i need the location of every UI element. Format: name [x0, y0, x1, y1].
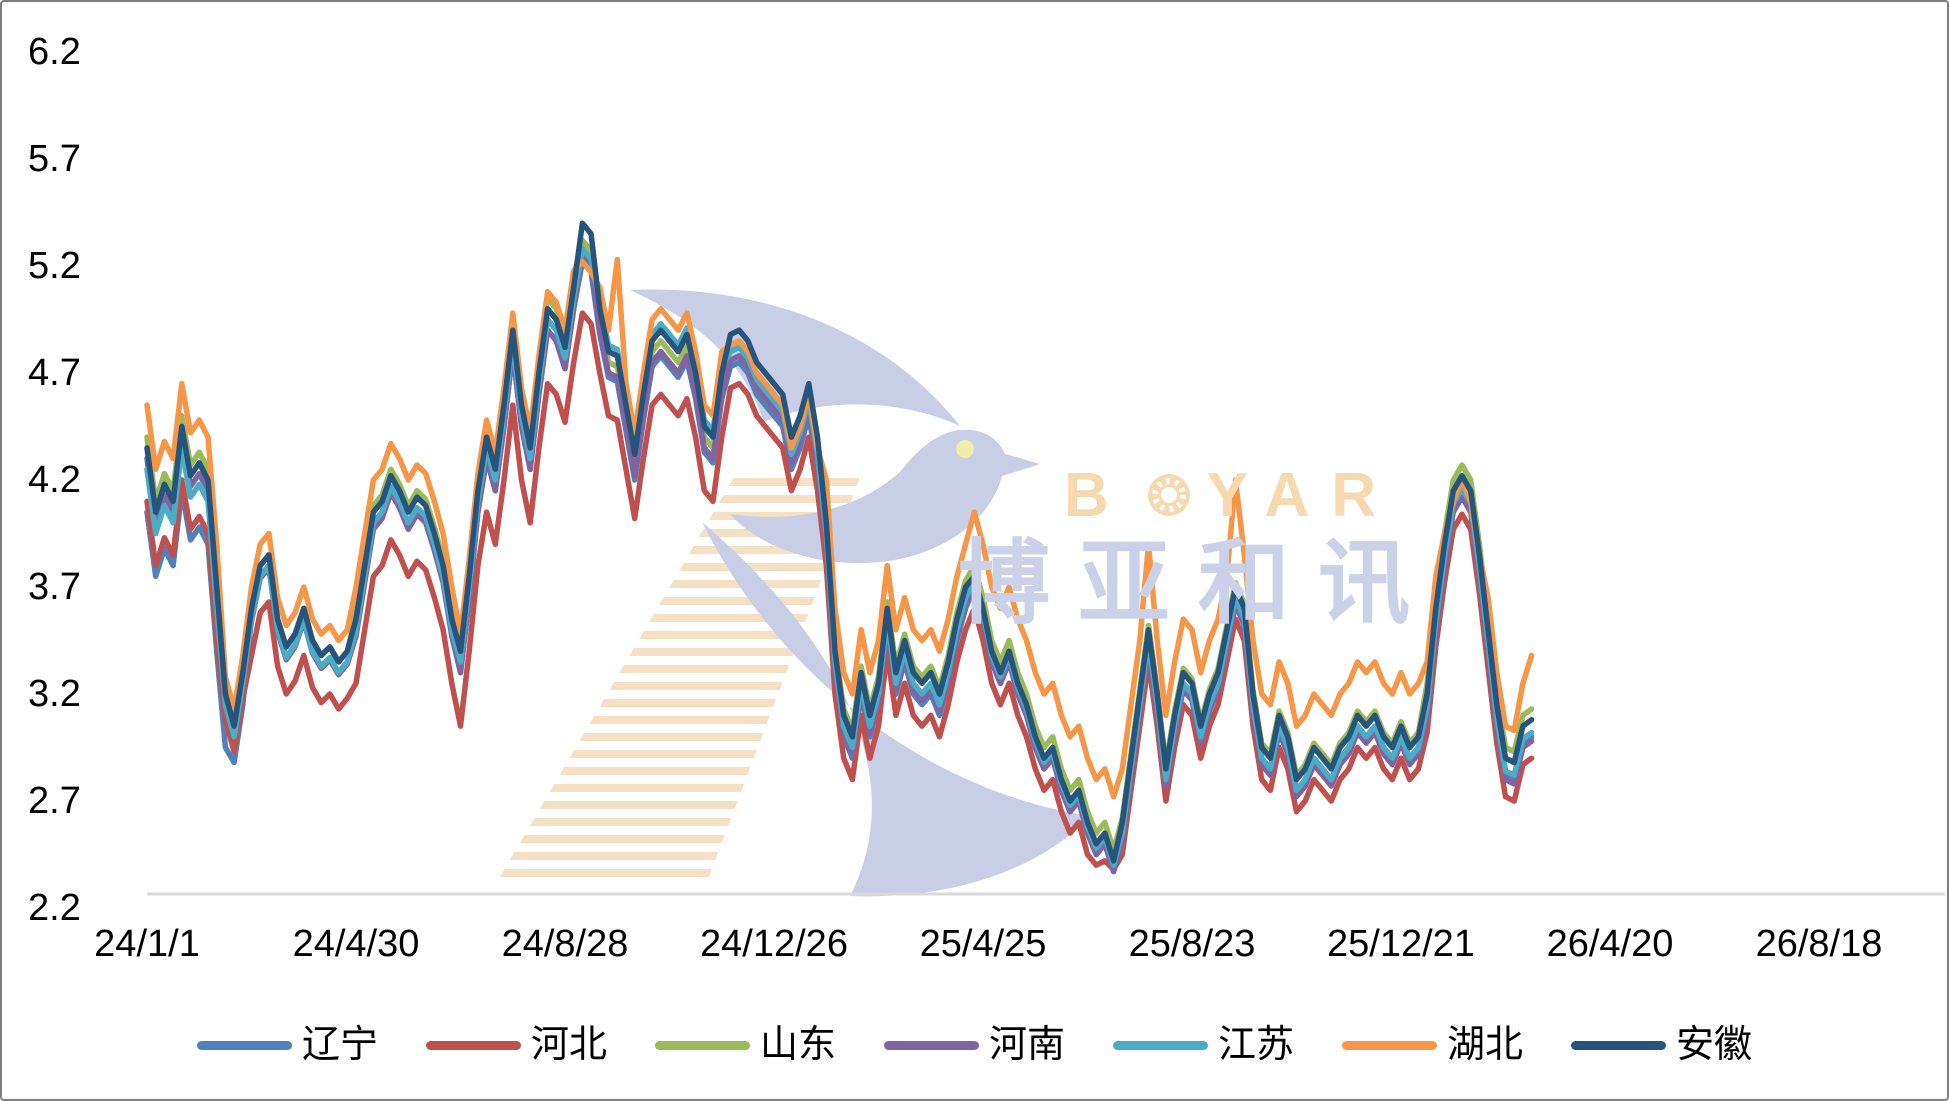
y-tick-label: 6.2 — [28, 31, 81, 73]
legend-item-shandong: 山东 — [654, 1023, 836, 1067]
y-tick-label: 3.7 — [28, 566, 81, 608]
brand-letter-b: B — [1064, 460, 1131, 530]
x-tick-label: 25/12/21 — [1327, 923, 1475, 965]
legend-item-anhui: 安徽 — [1571, 1023, 1752, 1067]
y-tick-label: 2.7 — [28, 780, 81, 822]
x-tick-label: 26/4/20 — [1546, 923, 1674, 965]
x-tick-label: 24/8/28 — [501, 923, 629, 965]
legend-label: 河北 — [530, 1024, 607, 1066]
legend-label: 湖北 — [1447, 1024, 1524, 1066]
series-line-安徽 — [144, 220, 1535, 864]
x-tick-label: 24/12/26 — [700, 923, 848, 965]
watermark-group — [497, 289, 1090, 897]
x-tick-label: 24/1/1 — [94, 923, 200, 965]
y-tick-label: 2.2 — [28, 887, 81, 929]
legend-item-jiangsu: 江苏 — [1113, 1023, 1294, 1067]
legend-swatch-icon — [654, 1040, 750, 1050]
legend-label: 江苏 — [1218, 1024, 1295, 1066]
brand-letters-yar: YAR — [1206, 460, 1398, 530]
x-tick-label: 26/8/18 — [1755, 923, 1883, 965]
watermark-speedlines-icon — [497, 472, 862, 882]
watermark-brand-cn-text: 博亚和讯 — [958, 533, 1439, 635]
watermark-bird-eye-icon — [956, 440, 974, 458]
watermark-bird-swoosh-icon — [702, 522, 1090, 897]
legend-swatch-icon — [196, 1040, 292, 1050]
watermark-bird-wing-icon — [630, 289, 960, 426]
legend-item-hebei: 河北 — [425, 1023, 607, 1067]
legend-item-hubei: 湖北 — [1342, 1023, 1523, 1067]
x-tick-label: 24/4/30 — [292, 923, 420, 965]
legend-swatch-icon — [1113, 1040, 1208, 1050]
series-line-湖北 — [144, 256, 1535, 800]
x-tick-label: 25/4/25 — [919, 923, 1047, 965]
legend-label: 安徽 — [1676, 1024, 1753, 1066]
legend-item-henan: 河南 — [883, 1023, 1065, 1067]
series-lines — [144, 220, 1535, 875]
y-tick-label: 5.2 — [28, 245, 81, 287]
watermark-brand-text: B YAR — [1064, 460, 1484, 530]
chart-legend: 辽宁 河北 山东 河南 江苏 湖北 安徽 — [2, 1014, 1947, 1076]
series-line-河北 — [144, 310, 1535, 873]
legend-swatch-icon — [1571, 1040, 1667, 1050]
legend-label: 山东 — [759, 1024, 836, 1066]
watermark-bird-body-icon — [730, 429, 1040, 564]
y-tick-label: 4.2 — [28, 459, 81, 501]
sunburst-icon — [1147, 474, 1190, 516]
legend-label: 辽宁 — [301, 1024, 378, 1066]
legend-swatch-icon — [425, 1040, 521, 1050]
legend-label: 河南 — [988, 1024, 1065, 1066]
y-tick-label: 4.7 — [28, 352, 81, 394]
legend-swatch-icon — [1342, 1040, 1438, 1050]
x-tick-label: 25/8/23 — [1128, 923, 1256, 965]
y-tick-label: 3.2 — [28, 673, 81, 715]
y-tick-label: 5.7 — [28, 138, 81, 180]
legend-item-liaoning: 辽宁 — [196, 1023, 378, 1067]
legend-swatch-icon — [883, 1040, 979, 1050]
